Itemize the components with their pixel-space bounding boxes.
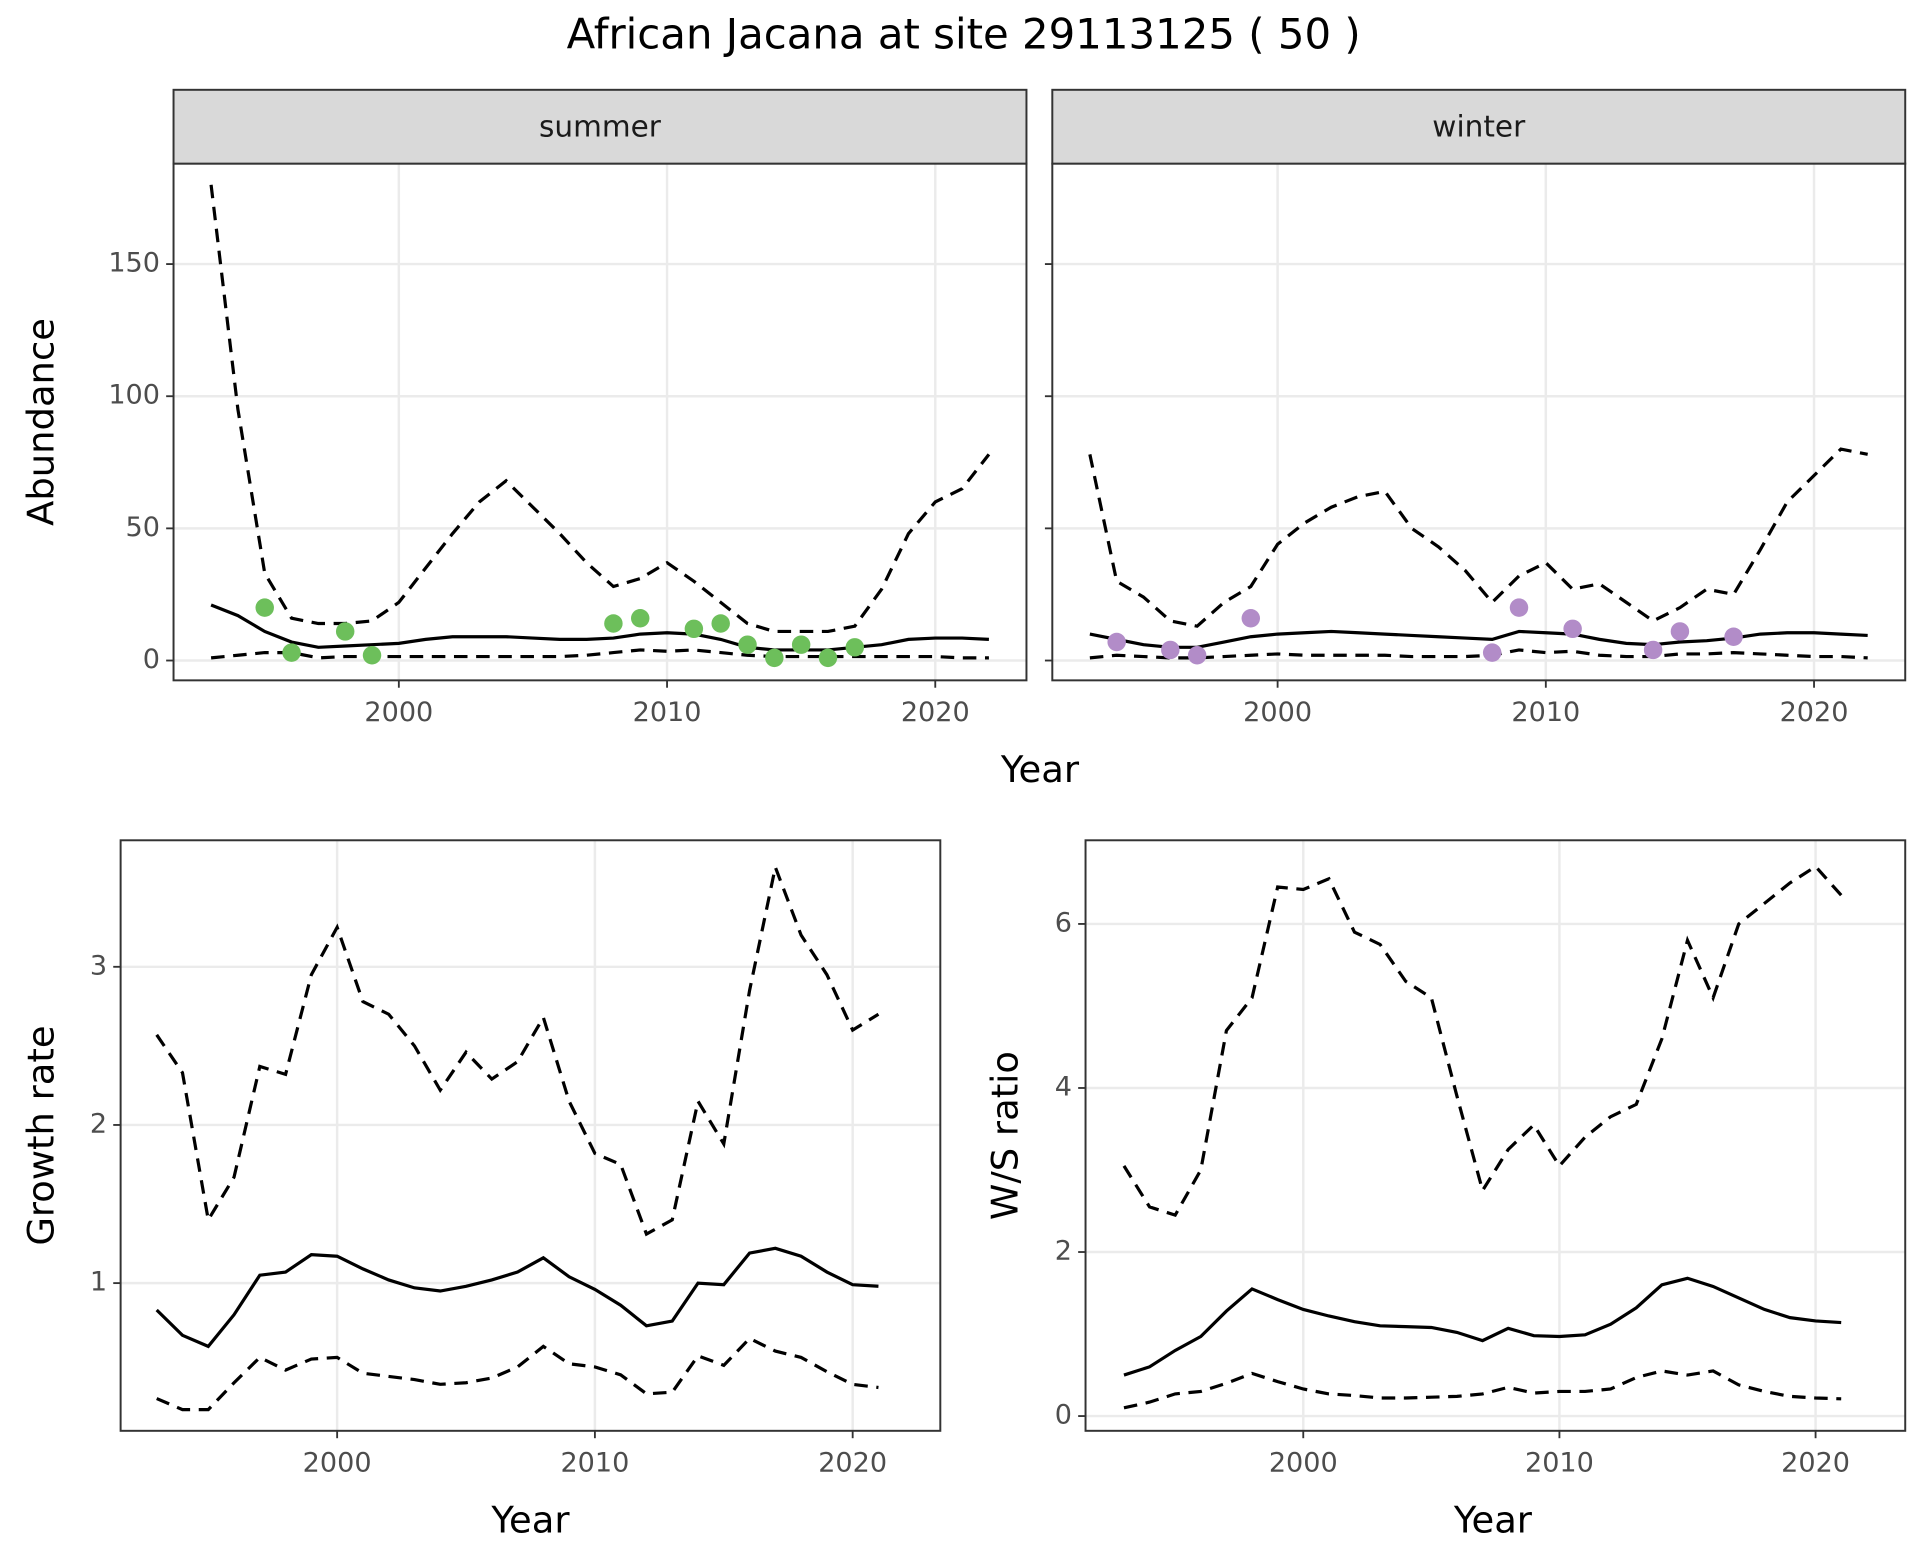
y-tick-label: 50 [126, 512, 160, 543]
y-tick-label: 3 [90, 950, 107, 981]
x-tick-label: 2010 [633, 697, 702, 728]
data-point [738, 635, 757, 654]
facet-strip [1051, 88, 1907, 165]
panel-background [1085, 840, 1906, 1431]
y-tick-label: 100 [108, 380, 160, 411]
series-line [155, 861, 880, 1237]
series-line [155, 1246, 879, 1349]
panel: 2000 2010 2020 0 2 4 6 Year W/S ratio [983, 839, 1907, 1541]
data-point [765, 648, 784, 668]
series-line [1088, 447, 1868, 628]
data-point [711, 614, 730, 633]
x-tick-label: 2000 [303, 1448, 372, 1479]
data-point [1509, 598, 1529, 617]
x-tick-label: 2000 [1243, 697, 1312, 728]
facet-strip [172, 88, 1028, 165]
y-tick-label: 150 [108, 248, 160, 279]
x-tick-label: 2000 [364, 697, 433, 728]
series-line [1122, 864, 1843, 1218]
panel-background [120, 840, 941, 1431]
panel-border [1084, 839, 1907, 1432]
x-tick-label: 2020 [1781, 1448, 1850, 1479]
series-line [210, 648, 989, 660]
panel: 2000 2010 2020 0 50 100 150 summer Year Abundance [20, 88, 1080, 791]
y-tick-label: 4 [1055, 1071, 1072, 1102]
panel: 2000 2010 2020 1 2 3 Year Growth rate [20, 839, 942, 1541]
x-axis-title: Year [1000, 748, 1080, 791]
x-tick-label: 2010 [1511, 697, 1580, 728]
panel: 2000 2010 2020 winter [1044, 88, 1907, 728]
data-point [1187, 646, 1207, 665]
data-point [1482, 643, 1502, 662]
data-point [791, 635, 811, 654]
data-point [845, 638, 865, 657]
x-tick-label: 2020 [901, 697, 970, 728]
facet-label: summer [539, 109, 662, 143]
panel-background [173, 163, 1027, 681]
data-point [335, 622, 355, 641]
y-tick-label: 6 [1055, 907, 1072, 938]
y-axis-title: Abundance [20, 318, 63, 526]
data-point [631, 609, 650, 628]
y-axis-title: W/S ratio [983, 1051, 1026, 1220]
data-point [684, 619, 704, 639]
x-axis-title: Year [490, 1498, 570, 1541]
y-axis-title: Growth rate [20, 1025, 63, 1245]
y-tick-label: 0 [143, 644, 160, 675]
x-axis-title: Year [1453, 1498, 1533, 1541]
data-point [1643, 640, 1663, 660]
figure-title: African Jacana at site 29113125 ( 50 ) [567, 9, 1361, 58]
y-tick-label: 1 [90, 1267, 107, 1298]
y-tick-label: 2 [1055, 1236, 1072, 1267]
data-point [362, 646, 382, 665]
series-line [1123, 1369, 1842, 1410]
x-tick-label: 2000 [1269, 1448, 1338, 1479]
y-tick-label: 2 [90, 1108, 107, 1139]
data-point [282, 643, 301, 662]
x-tick-label: 2010 [1525, 1448, 1594, 1479]
panel-background [1052, 163, 1906, 681]
data-point [1670, 622, 1690, 641]
data-point [818, 648, 838, 668]
series-line [1123, 1276, 1842, 1377]
data-point [255, 598, 274, 617]
data-point [1724, 627, 1743, 646]
facet-label: winter [1432, 109, 1526, 143]
series-line [1089, 648, 1868, 660]
data-point [1241, 609, 1261, 628]
y-tick-label: 0 [1055, 1400, 1072, 1431]
data-point [604, 614, 623, 633]
data-point [1107, 632, 1126, 652]
x-tick-label: 2020 [818, 1448, 887, 1479]
series-line [156, 1336, 879, 1412]
data-point [1161, 640, 1180, 660]
x-tick-label: 2010 [560, 1448, 629, 1479]
x-tick-label: 2020 [1780, 697, 1849, 728]
data-point [1563, 619, 1582, 639]
panel-border [119, 839, 942, 1432]
